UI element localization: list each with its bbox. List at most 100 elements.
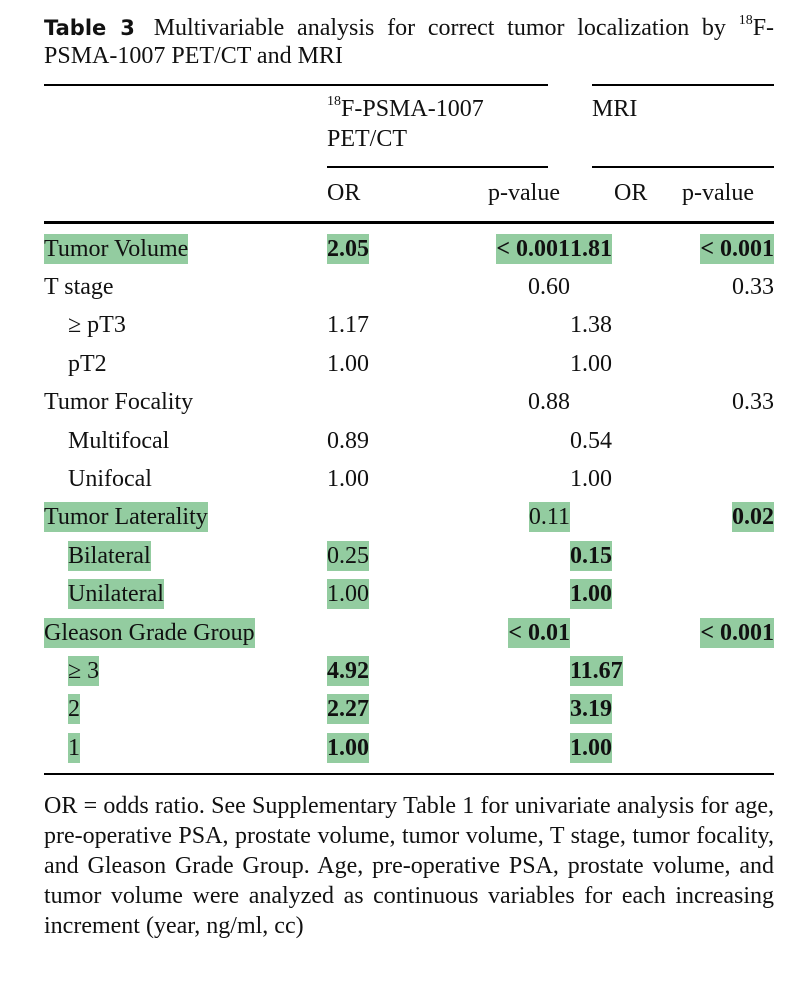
mri-odds-ratio-cell (570, 268, 664, 306)
table-row: pT2 1.00 1.00 (44, 345, 774, 383)
mri-odds-ratio: 3.19 (570, 694, 612, 725)
pet-odds-ratio-cell: 1.00 (327, 576, 419, 614)
pet-p-value-cell (419, 691, 570, 729)
row-label-cell: ≥ pT3 (44, 307, 327, 345)
results-table: 18F-PSMA-1007 PET/CT MRI OR p-value OR p-… (44, 84, 774, 776)
pet-p-value-cell: 0.11 (419, 499, 570, 537)
pet-odds-ratio: 1.17 (327, 312, 369, 339)
row-label: Unilateral (68, 579, 164, 610)
header-pet: 18F-PSMA-1007 PET/CT (327, 84, 570, 168)
row-label-cell: pT2 (44, 345, 327, 383)
pet-p-value: 0.88 (528, 389, 570, 416)
table-row: Unilateral 1.00 1.00 (44, 576, 774, 614)
pet-p-value-cell (419, 729, 570, 776)
pet-p-value-cell (419, 576, 570, 614)
document-page: Table 3 Multivariable analysis for corre… (44, 14, 774, 941)
table-row: Tumor Laterality 0.11 0.02 (44, 499, 774, 537)
mri-odds-ratio: 1.00 (570, 579, 612, 610)
pet-odds-ratio-cell: 2.05 (327, 223, 419, 269)
row-label-cell: Gleason Grade Group (44, 614, 327, 652)
row-label: Unifocal (68, 466, 152, 493)
table-body: Tumor Volume 2.05 < 0.001 1.81 < 0.001 T stag… (44, 223, 774, 776)
group-header-row: 18F-PSMA-1007 PET/CT MRI (44, 84, 774, 168)
pet-odds-ratio-cell: 0.89 (327, 422, 419, 460)
mri-odds-ratio: 0.15 (570, 540, 612, 571)
header-mri: MRI (548, 84, 774, 168)
mri-odds-ratio-cell (570, 499, 664, 537)
pet-odds-ratio-cell (327, 614, 419, 652)
pet-odds-ratio-cell: 1.17 (327, 307, 419, 345)
row-label: Multifocal (68, 427, 170, 454)
table-footnote: OR = odds ratio. See Supplementary Table… (44, 793, 774, 940)
pet-odds-ratio-cell (327, 384, 419, 422)
mri-odds-ratio: 11.67 (570, 655, 623, 686)
mri-p-value-cell (664, 691, 774, 729)
mri-p-value-cell (664, 652, 774, 690)
empty-subheader-cell (44, 167, 327, 224)
table-label: Table 3 (44, 16, 135, 40)
table-row: ≥ pT3 1.17 1.38 (44, 307, 774, 345)
pet-odds-ratio: 2.27 (327, 694, 369, 725)
row-label: 2 (68, 694, 80, 725)
pet-odds-ratio: 4.92 (327, 655, 369, 686)
header-pet-pvalue: p-value (419, 167, 570, 224)
mri-p-value-cell: < 0.001 (664, 223, 774, 269)
pet-odds-ratio: 1.00 (327, 350, 369, 377)
table-row: 2 2.27 3.19 (44, 691, 774, 729)
pet-p-value-cell: 0.60 (419, 268, 570, 306)
mri-odds-ratio: 0.54 (570, 427, 612, 454)
row-label: ≥ 3 (68, 655, 100, 686)
caption-text-1: Multivariable analysis for correct tumor… (153, 15, 726, 41)
row-label: ≥ pT3 (68, 312, 126, 339)
pet-odds-ratio: 1.00 (327, 579, 369, 610)
mri-p-value: < 0.001 (700, 617, 774, 648)
mri-p-value-cell: 0.33 (664, 268, 774, 306)
pet-p-value-cell: < 0.01 (419, 614, 570, 652)
mri-odds-ratio: 1.00 (570, 350, 612, 377)
row-label: Bilateral (68, 540, 151, 571)
row-label: Tumor Laterality (44, 502, 208, 533)
mri-p-value-cell: 0.33 (664, 384, 774, 422)
pet-p-value: 0.11 (528, 502, 570, 533)
row-label: Tumor Focality (44, 389, 194, 416)
pet-odds-ratio-cell: 2.27 (327, 691, 419, 729)
table-row: Unifocal 1.00 1.00 (44, 460, 774, 498)
row-label-cell: ≥ 3 (44, 652, 327, 690)
header-mri-or: OR (570, 167, 664, 224)
row-label: Gleason Grade Group (44, 617, 255, 648)
pet-p-value-cell: 0.88 (419, 384, 570, 422)
pet-odds-ratio: 1.00 (327, 466, 369, 493)
mri-p-value-cell: < 0.001 (664, 614, 774, 652)
table-caption: Table 3 Multivariable analysis for corre… (44, 14, 774, 70)
pet-p-value-cell (419, 345, 570, 383)
row-label-cell: Bilateral (44, 537, 327, 575)
header-mri-pvalue: p-value (664, 167, 774, 224)
row-label-cell: Unifocal (44, 460, 327, 498)
mri-odds-ratio-cell: 1.81 (570, 223, 664, 269)
empty-header-cell (44, 84, 327, 167)
caption-text-2: F-PSMA-1007 PET/CT and MRI (44, 15, 775, 69)
row-label-cell: Unilateral (44, 576, 327, 614)
pet-p-value: < 0.01 (508, 617, 570, 648)
pet-odds-ratio-cell: 1.00 (327, 345, 419, 383)
row-label-cell: 1 (44, 729, 327, 776)
mri-odds-ratio: 1.38 (570, 312, 612, 339)
mri-p-value-cell (664, 422, 774, 460)
mri-odds-ratio: 1.00 (570, 732, 612, 763)
header-pet-superscript: 18 (327, 94, 341, 109)
mri-p-value-cell (664, 345, 774, 383)
pet-odds-ratio-cell (327, 499, 419, 537)
row-label: pT2 (68, 350, 107, 377)
mri-p-value: 0.33 (732, 389, 774, 416)
pet-p-value-cell (419, 307, 570, 345)
table-row: 1 1.00 1.00 (44, 729, 774, 776)
row-label-cell: Tumor Volume (44, 223, 327, 269)
table-row: Tumor Volume 2.05 < 0.001 1.81 < 0.001 (44, 223, 774, 269)
mri-odds-ratio-cell: 11.67 (570, 652, 664, 690)
table-row: Multifocal 0.89 0.54 (44, 422, 774, 460)
mri-odds-ratio-cell (570, 384, 664, 422)
mri-odds-ratio-cell: 1.00 (570, 576, 664, 614)
mri-odds-ratio: 1.81 (570, 233, 612, 264)
row-label: 1 (68, 732, 80, 763)
row-label-cell: T stage (44, 268, 327, 306)
